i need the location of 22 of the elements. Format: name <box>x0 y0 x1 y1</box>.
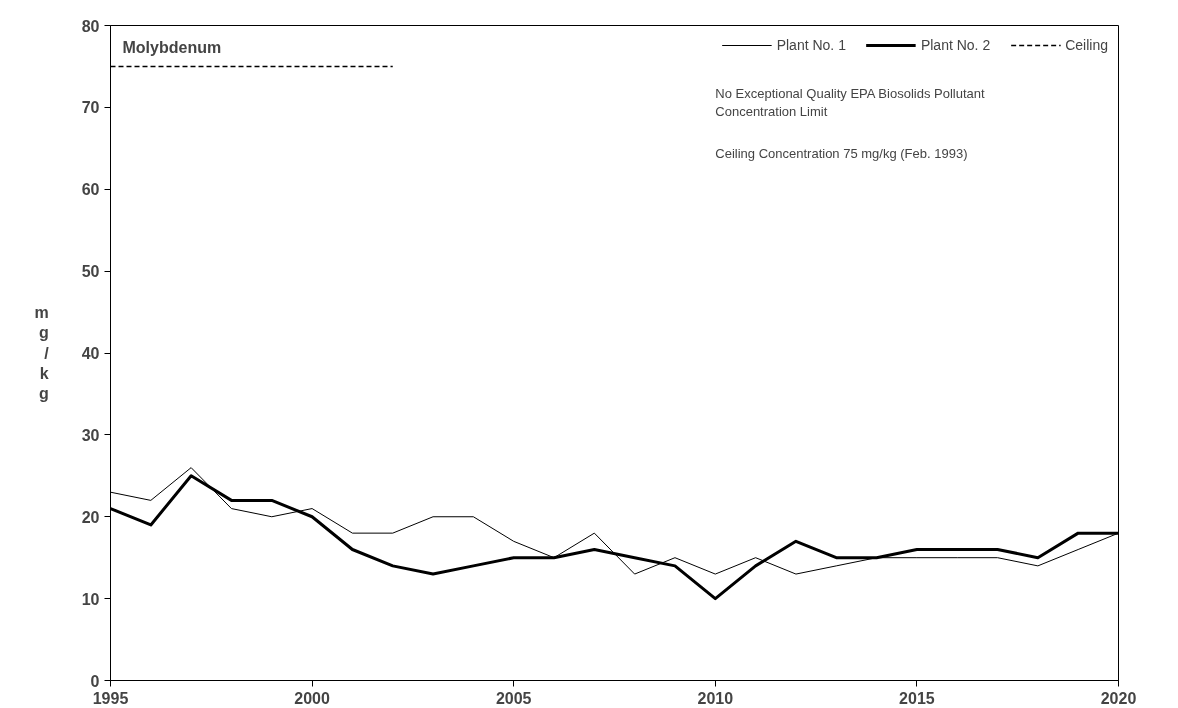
x-tick-label: 2005 <box>495 689 532 707</box>
x-tick-label: 2010 <box>697 689 734 707</box>
y-tick-label: 40 <box>81 345 100 362</box>
x-tick-label: 2015 <box>899 689 935 707</box>
legend-label: Plant No. 2 <box>920 37 991 53</box>
annotation: Ceiling Concentration 75 mg/kg (Feb. 1993) <box>715 145 968 161</box>
annotation: No Exceptional Quality EPA Biosolids Pollutant Concentration Limit <box>715 85 985 119</box>
y-tick-label: 60 <box>81 181 100 199</box>
y-tick-label: 70 <box>81 99 100 117</box>
y-tick-label: 20 <box>81 508 100 526</box>
y-tick-label: 80 <box>81 17 100 35</box>
legend-label: Ceiling <box>1065 37 1108 53</box>
legend-label: Plant No. 1 <box>776 37 846 53</box>
y-axis-title: mg/kg <box>34 303 50 403</box>
x-tick-label: 2000 <box>294 689 330 707</box>
y-tick-label: 10 <box>81 590 100 608</box>
x-tick-label: 1995 <box>92 689 129 707</box>
x-tick-label: 2020 <box>1100 689 1137 707</box>
text: Molybdenum <box>122 38 222 56</box>
y-tick-label: 0 <box>90 672 100 690</box>
y-tick-label: 50 <box>81 263 100 281</box>
y-tick-label: 30 <box>81 426 100 444</box>
